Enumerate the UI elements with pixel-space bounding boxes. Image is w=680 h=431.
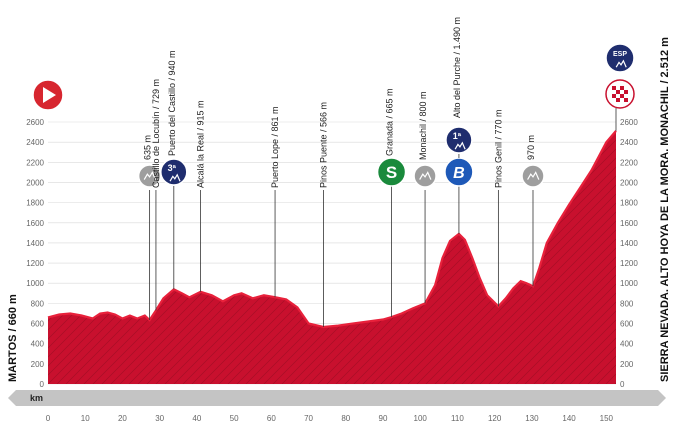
y-tick-label: 0 — [620, 380, 625, 389]
waypoint-name: 635 m — [143, 135, 153, 160]
x-tick-label: 150 — [600, 414, 614, 423]
x-tick-label: 130 — [525, 414, 539, 423]
y-tick-label: 1200 — [26, 259, 44, 268]
waypoint-name: Puerto Lope / 861 m — [270, 106, 280, 188]
y-tick-label: 2200 — [620, 158, 638, 167]
x-tick-label: 20 — [118, 414, 127, 423]
y-tick-label: 1400 — [620, 239, 638, 248]
y-tick-label: 600 — [620, 320, 634, 329]
y-tick-label: 1000 — [620, 279, 638, 288]
mountain-icon — [527, 171, 540, 180]
y-tick-label: 400 — [31, 340, 45, 349]
category-3-text: 3ª — [168, 163, 177, 173]
y-tick-label: 1000 — [26, 279, 44, 288]
x-tick-label: 60 — [267, 414, 276, 423]
mountain-icon — [419, 171, 432, 180]
y-tick-label: 2400 — [620, 138, 638, 147]
y-tick-label: 1200 — [620, 259, 638, 268]
y-tick-label: 2000 — [26, 178, 44, 187]
waypoint-name: Monachil / 800 m — [418, 91, 428, 160]
y-tick-label: 800 — [31, 299, 45, 308]
profile-area — [48, 130, 616, 384]
x-tick-label: 120 — [488, 414, 502, 423]
y-tick-label: 1800 — [620, 199, 638, 208]
waypoint-name: Granada / 665 m — [385, 88, 395, 156]
waypoint-name: 970 m — [526, 135, 536, 160]
checker-square — [624, 90, 628, 94]
x-tick-label: 80 — [341, 414, 350, 423]
category-3-icon — [160, 158, 188, 186]
y-tick-label: 400 — [620, 340, 634, 349]
y-tick-label: 1600 — [26, 219, 44, 228]
checker-square — [624, 98, 628, 102]
bonus-text: B — [453, 165, 465, 182]
y-tick-label: 200 — [620, 360, 634, 369]
y-tick-label: 2000 — [620, 178, 638, 187]
waypoint-name: Pinos Genil / 770 m — [493, 109, 503, 188]
y-axis-left: 0 200 400 600 800 1000 1200 1400 1600 1800 2000 220… — [26, 118, 44, 389]
y-tick-label: 2600 — [26, 118, 44, 127]
y-tick-label: 2400 — [26, 138, 44, 147]
km-axis-bar: km 0 10 20 30 40 50 60 70 80 90 100 110 120 130 140 150 — [8, 390, 666, 423]
finish-label: SIERRA NEVADA. ALTO HOYA DE LA MORA. MON… — [659, 37, 671, 382]
x-tick-label: 50 — [230, 414, 239, 423]
km-bar — [8, 390, 666, 406]
y-tick-label: 1800 — [26, 199, 44, 208]
mountain-icon — [615, 59, 627, 68]
waypoint-name: Castillo de Locubín / 729 m — [151, 79, 161, 188]
checker-square — [620, 86, 624, 90]
y-tick-label: 1600 — [620, 219, 638, 228]
sprint-icon — [376, 157, 407, 187]
category-1-icon — [445, 126, 473, 154]
waypoint-name: Alcalá la Real / 915 m — [196, 100, 206, 188]
play-triangle-icon — [43, 87, 56, 103]
x-tick-label: 110 — [451, 414, 464, 423]
checker-square — [616, 90, 620, 94]
waypoint: Alto del Purche / 1.490 m110,41ªB — [444, 17, 474, 403]
x-tick-label: 10 — [81, 414, 90, 423]
waypoint-name: Alto del Purche / 1.490 m — [452, 17, 462, 118]
waypoint-name: Pinos Puente / 566 m — [318, 102, 328, 188]
special-category-text: ESP — [613, 51, 627, 58]
elevation-profile — [47, 130, 617, 384]
x-tick-label: 70 — [304, 414, 313, 423]
km-unit-label: km — [30, 393, 43, 403]
y-tick-label: 600 — [31, 320, 45, 329]
y-axis-right: 0 200 400 600 800 1000 1200 1400 1600 1800 2000 220… — [620, 118, 638, 389]
end-labels: MARTOS / 660 m SIERRA NEVADA. ALTO HOYA D… — [7, 37, 671, 382]
x-tick-label: 90 — [379, 414, 388, 423]
checker-square — [620, 94, 624, 98]
y-tick-label: 2200 — [26, 158, 44, 167]
x-tick-label: 140 — [562, 414, 576, 423]
y-tick-label: 200 — [31, 360, 45, 369]
waypoint-name: Puerto del Castillo / 940 m — [167, 50, 177, 156]
waypoint: 152,6ESP — [605, 43, 635, 403]
y-tick-label: 800 — [620, 299, 634, 308]
mountain-icon — [169, 173, 181, 182]
y-tick-label: 2600 — [620, 118, 638, 127]
start-icon — [32, 79, 64, 111]
x-tick-label: 30 — [155, 414, 164, 423]
mountain-icon — [143, 171, 157, 180]
x-tick-label: 100 — [414, 414, 428, 423]
y-tick-label: 0 — [40, 380, 45, 389]
sprint-text: S — [386, 163, 397, 182]
checker-square — [612, 86, 616, 90]
category-1-text: 1ª — [453, 131, 462, 141]
special-category-icon — [605, 43, 635, 73]
mountain-icon — [454, 141, 466, 150]
y-tick-label: 1400 — [26, 239, 44, 248]
x-tick-label: 0 — [46, 414, 51, 423]
checker-square — [616, 98, 620, 102]
start-label: MARTOS / 660 m — [7, 294, 19, 382]
x-tick-label: 40 — [192, 414, 201, 423]
checker-square — [612, 94, 616, 98]
profile-ridge — [47, 130, 617, 329]
